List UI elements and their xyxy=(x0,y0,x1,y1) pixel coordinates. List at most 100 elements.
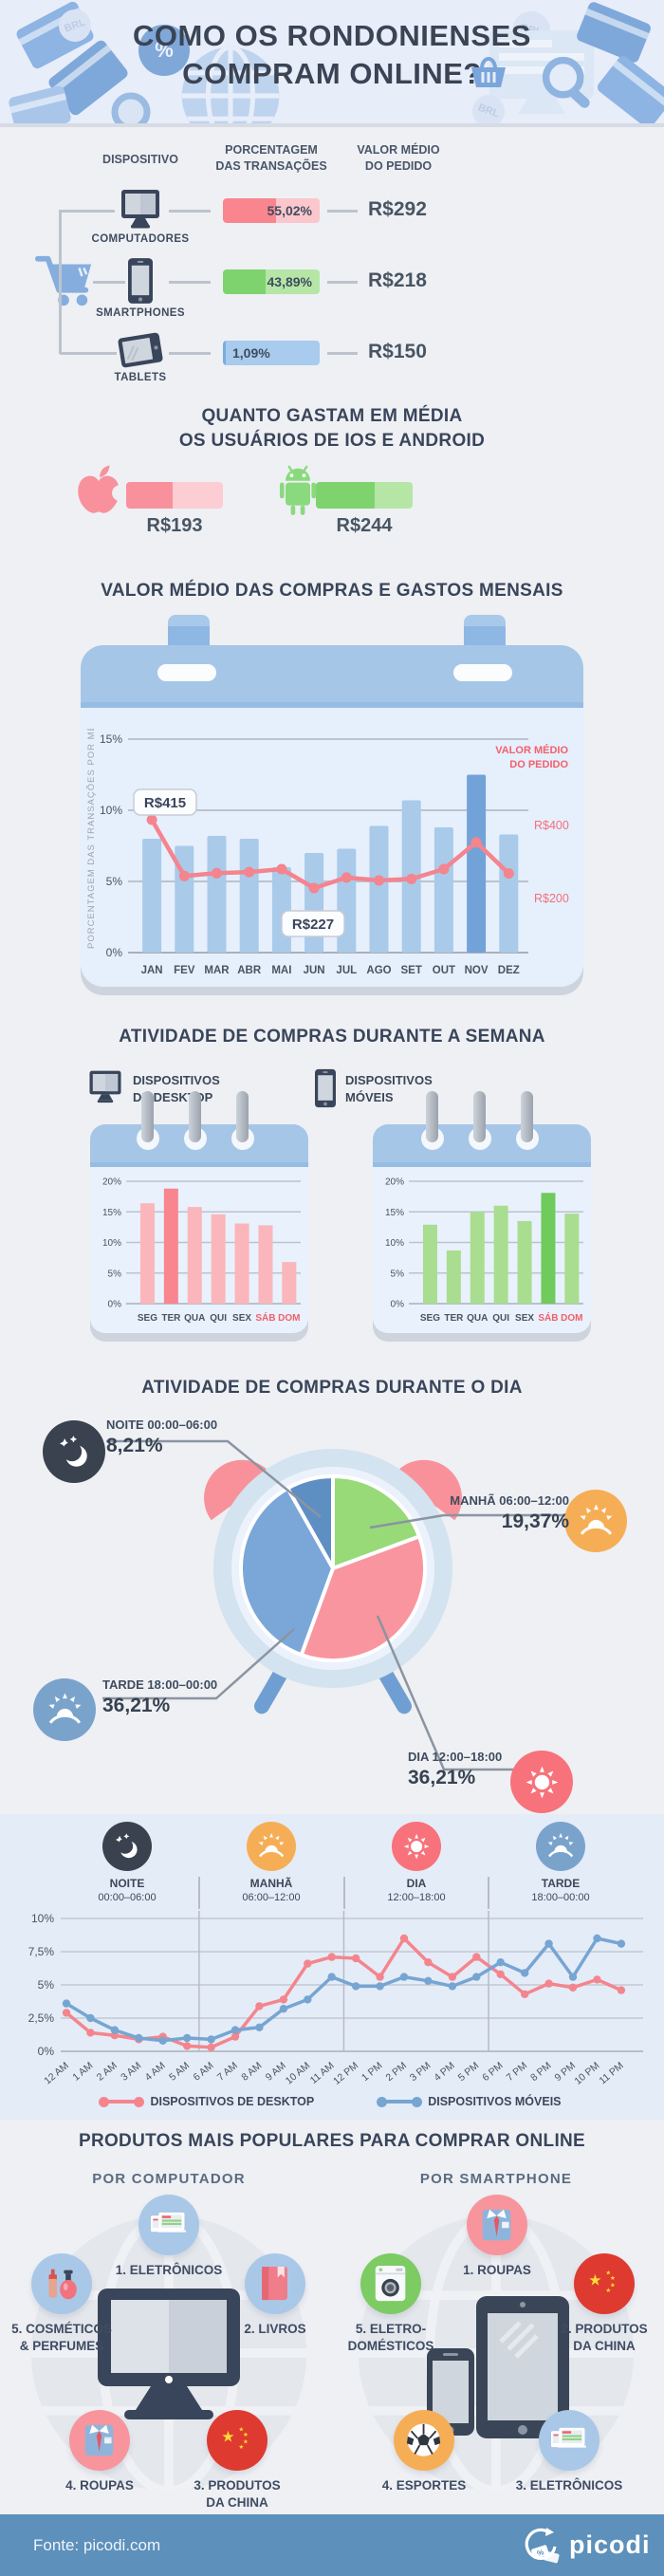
legend-swatch-mobile xyxy=(377,2096,423,2107)
period-time: 00:00–06:00 xyxy=(98,1892,157,1903)
svg-text:AGO: AGO xyxy=(366,965,391,976)
cart-icon xyxy=(34,255,92,306)
legend-desktop: DISPOSITIVOS DE DESKTOP xyxy=(99,2095,314,2108)
svg-text:QUI: QUI xyxy=(492,1313,509,1324)
android-icon xyxy=(279,465,317,515)
monthly-chart-title: VALOR MÉDIO DAS COMPRAS E GASTOS MENSAIS xyxy=(101,581,563,601)
column-header-share: PORCENTAGEM DAS TRANSAÇÕES xyxy=(215,143,327,173)
svg-text:12 PM: 12 PM xyxy=(331,2060,360,2087)
svg-text:SÁB: SÁB xyxy=(538,1311,558,1324)
weekly-section-title: ATIVIDADE DE COMPRAS DURANTE A SEMANA xyxy=(119,1027,545,1047)
product-item: 4. ROUPAS xyxy=(33,2410,166,2494)
pie-label-noite: NOITE 00:00–06:00 8,21% xyxy=(106,1418,218,1456)
svg-text:R$227: R$227 xyxy=(292,917,334,933)
period-time: 06:00–12:00 xyxy=(242,1892,301,1903)
products-computer-subtitle: POR COMPUTADOR xyxy=(92,2171,246,2187)
svg-text:SEG: SEG xyxy=(138,1313,157,1324)
footer-bar: Fonte: picodi.com % picodi xyxy=(0,2514,664,2576)
pie-slices xyxy=(239,1474,427,1662)
svg-text:10%: 10% xyxy=(385,1238,404,1249)
sunset-icon xyxy=(33,1678,96,1741)
percent-badge-icon: % xyxy=(138,25,190,76)
book-icon xyxy=(245,2253,305,2314)
svg-text:0%: 0% xyxy=(391,1300,405,1310)
connector-line xyxy=(60,210,115,213)
svg-text:QUI: QUI xyxy=(210,1313,227,1324)
bracket-line xyxy=(59,210,62,354)
svg-text:2,5%: 2,5% xyxy=(28,2011,55,2025)
svg-text:5%: 5% xyxy=(108,1269,122,1279)
product-item: 1. ROUPAS xyxy=(431,2195,563,2279)
binder-pin-front xyxy=(473,1101,486,1142)
svg-text:10%: 10% xyxy=(102,1238,121,1249)
period-time: 18:00–00:00 xyxy=(531,1892,590,1903)
svg-text:5%: 5% xyxy=(38,1978,55,1992)
svg-text:%: % xyxy=(536,2548,545,2558)
svg-text:ABR: ABR xyxy=(237,965,262,976)
svg-text:FEV: FEV xyxy=(174,965,195,976)
connector-line xyxy=(169,281,211,284)
svg-text:★: ★ xyxy=(610,2283,616,2289)
svg-text:JUN: JUN xyxy=(304,965,325,976)
shirt-icon xyxy=(467,2195,527,2255)
svg-text:2 AM: 2 AM xyxy=(95,2060,120,2084)
android-spend-bar xyxy=(316,482,413,509)
svg-text:★: ★ xyxy=(589,2273,602,2289)
period-name: TARDE xyxy=(541,1877,581,1890)
product-item: 2. LIVROS xyxy=(209,2253,341,2338)
weekly-desktop-chart: 0% 5% 10% 15% 20% SEG TER QUA QUI SEX SÁB DOM xyxy=(90,1172,308,1333)
products-smartphone-subtitle: POR SMARTPHONE xyxy=(419,2171,573,2187)
connector-line xyxy=(93,281,125,284)
svg-text:JUL: JUL xyxy=(336,965,357,976)
share-value: 1,09% xyxy=(232,345,270,361)
moon-icon xyxy=(102,1822,152,1871)
svg-text:SEX: SEX xyxy=(515,1313,534,1324)
svg-text:10 AM: 10 AM xyxy=(284,2060,313,2086)
magnifier-icon xyxy=(111,92,151,123)
svg-text:1 PM: 1 PM xyxy=(360,2060,384,2084)
svg-text:15%: 15% xyxy=(385,1208,404,1218)
pie-label-dia: DIA 12:00–18:00 36,21% xyxy=(408,1750,503,1788)
china-flag-icon: ★ ★ ★ ★ ★ xyxy=(574,2253,635,2314)
clock-leg-left xyxy=(254,1663,289,1714)
svg-text:★: ★ xyxy=(243,2432,249,2438)
os-spend-title-line1: QUANTO GASTAM EM MÉDIA xyxy=(201,406,463,426)
connector-line xyxy=(169,210,211,213)
perfume-icon xyxy=(31,2253,92,2314)
weekly-mobile-title: DISPOSITIVOS MÓVEIS xyxy=(345,1073,433,1104)
svg-text:TER: TER xyxy=(161,1313,181,1324)
svg-text:R$400: R$400 xyxy=(534,819,569,832)
svg-text:SEX: SEX xyxy=(232,1313,251,1324)
phone-tablet-icon xyxy=(427,2296,569,2438)
svg-text:4 PM: 4 PM xyxy=(432,2060,456,2084)
svg-text:15%: 15% xyxy=(102,1208,121,1218)
product-item: ★ ★ ★ ★ ★ 3. PRODUTOS DA CHINA xyxy=(171,2410,304,2511)
picodi-brand-text: picodi xyxy=(569,2530,651,2559)
sunrise-icon xyxy=(564,1490,627,1552)
avg-order-value: R$218 xyxy=(368,269,427,291)
svg-text:★: ★ xyxy=(610,2275,616,2282)
washing-machine-icon xyxy=(360,2253,421,2314)
binder-pin-front xyxy=(189,1101,201,1142)
period-time: 12:00–18:00 xyxy=(387,1892,446,1903)
svg-text:10 PM: 10 PM xyxy=(572,2060,601,2087)
svg-text:5 AM: 5 AM xyxy=(167,2060,192,2084)
hourly-line-chart: 0% 2,5% 5% 7,5% 10% 12 AM 1 AM 2 AM 3 AM 4 AM 5 AM… xyxy=(0,1911,664,2102)
legend-swatch-desktop xyxy=(99,2096,145,2107)
header-banner: BRL % BRL BRL COMO OS RONDONIENS xyxy=(0,0,664,127)
svg-text:5%: 5% xyxy=(391,1269,405,1279)
svg-text:6 PM: 6 PM xyxy=(480,2060,505,2084)
apple-icon xyxy=(78,465,123,513)
svg-text:★: ★ xyxy=(239,2427,245,2434)
page-title-line1: COMO OS RONDONIENSES xyxy=(133,19,531,52)
svg-text:SÁB: SÁB xyxy=(255,1311,275,1324)
source-text: Fonte: picodi.com xyxy=(33,2535,161,2554)
connector-line xyxy=(327,210,358,213)
picodi-logo-icon: % xyxy=(525,2528,560,2564)
svg-text:★: ★ xyxy=(243,2439,249,2446)
product-item: 3. ELETRÔNICOS xyxy=(503,2410,636,2494)
svg-text:QUA: QUA xyxy=(184,1313,205,1324)
connector-line xyxy=(327,352,358,355)
connector-line xyxy=(60,352,117,355)
